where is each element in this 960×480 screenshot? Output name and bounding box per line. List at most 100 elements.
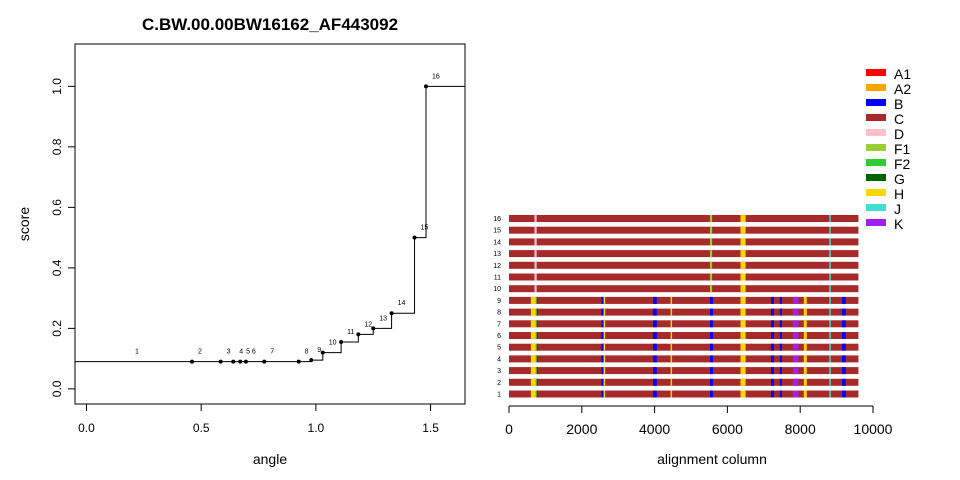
row-segment <box>792 355 799 363</box>
row-segment <box>803 355 807 363</box>
row-segment <box>709 378 713 386</box>
row-segment <box>740 226 746 234</box>
sequence-row: 12 <box>493 261 859 270</box>
y-tick-label: 0.0 <box>50 380 64 397</box>
row-segment <box>653 343 657 351</box>
row-segment <box>829 320 831 328</box>
row-label: 15 <box>493 228 501 235</box>
row-segment <box>771 378 774 386</box>
legend-item: G <box>866 171 905 187</box>
row-segment <box>842 343 846 351</box>
alignment-tick-label: 6000 <box>712 421 743 437</box>
row-segment <box>829 343 831 351</box>
data-point <box>371 326 376 331</box>
data-point <box>243 359 248 364</box>
row-segment <box>709 367 713 375</box>
legend-item: F2 <box>866 156 911 172</box>
y-tick-label: 0.4 <box>50 259 64 276</box>
legend-swatch <box>866 114 886 121</box>
row-segment <box>603 355 606 363</box>
row-segment <box>771 332 774 339</box>
legend-label: K <box>894 216 904 232</box>
row-bar <box>509 378 859 386</box>
row-bar <box>509 215 859 222</box>
row-segment <box>803 390 807 398</box>
row-segment <box>829 355 831 363</box>
row-segment <box>779 367 782 375</box>
row-segment <box>829 308 831 316</box>
row-bar <box>509 343 859 351</box>
legend-label: H <box>894 186 904 202</box>
row-segment <box>779 355 782 363</box>
row-segment <box>740 285 746 293</box>
row-segment <box>603 320 606 328</box>
sequence-row: 8 <box>497 308 859 317</box>
row-segment <box>601 343 604 351</box>
row-segment <box>740 378 746 386</box>
row-segment <box>530 320 536 328</box>
point-label: 8 <box>305 349 309 356</box>
row-bar <box>509 238 859 246</box>
row-segment <box>653 332 657 339</box>
row-segment <box>792 343 799 351</box>
row-segment <box>740 308 746 316</box>
row-segment <box>601 390 604 398</box>
alignment-tick-label: 2000 <box>566 421 597 437</box>
row-bar <box>509 261 859 269</box>
row-segment <box>829 261 831 269</box>
row-label: 16 <box>493 216 501 223</box>
data-point <box>356 332 361 337</box>
row-segment <box>792 390 799 398</box>
x-tick-label: 1.5 <box>422 421 439 435</box>
data-point <box>309 358 314 363</box>
row-segment <box>653 378 657 386</box>
sequence-row: 9 <box>497 296 859 305</box>
point-label: 9 <box>317 347 321 354</box>
row-label: 3 <box>497 368 501 375</box>
y-tick-label: 0.6 <box>50 199 64 216</box>
row-segment <box>536 343 539 351</box>
row-bar <box>509 285 859 293</box>
data-point <box>218 359 223 364</box>
row-segment <box>653 367 657 375</box>
alignment-tick-label: 4000 <box>639 421 670 437</box>
row-segment <box>530 378 536 386</box>
legend-label: J <box>894 201 901 217</box>
row-segment <box>842 296 846 304</box>
row-segment <box>792 320 799 328</box>
alignment-tick-label: 0 <box>505 421 513 437</box>
row-segment <box>740 367 746 375</box>
row-segment <box>771 390 774 398</box>
row-segment <box>670 343 673 351</box>
row-segment <box>530 343 536 351</box>
legend-item: H <box>866 186 904 202</box>
point-label: 12 <box>364 321 372 328</box>
row-segment <box>536 320 539 328</box>
row-label: 12 <box>493 263 501 270</box>
row-segment <box>740 238 746 246</box>
y-tick-label: 0.8 <box>50 138 64 155</box>
row-segment <box>779 296 782 304</box>
row-segment <box>709 273 713 281</box>
legend-swatch <box>866 219 886 226</box>
row-label: 7 <box>497 321 501 328</box>
sequence-row: 5 <box>497 343 859 352</box>
sequence-row: 6 <box>497 332 859 340</box>
row-segment <box>709 285 713 293</box>
row-segment <box>536 308 539 316</box>
row-segment <box>534 273 537 281</box>
row-segment <box>603 378 606 386</box>
row-segment <box>792 378 799 386</box>
row-segment <box>535 332 537 339</box>
row-segment <box>709 308 713 316</box>
row-label: 4 <box>497 356 501 363</box>
row-segment <box>536 378 539 386</box>
y-axis: 0.0 0.2 0.4 0.6 0.8 1.0 <box>50 78 75 397</box>
plot-title: C.BW.00.00BW16162_AF443092 <box>142 15 398 34</box>
alignment-x-axis: 0 2000 4000 6000 8000 10000 <box>505 405 893 437</box>
legend-label: A2 <box>894 81 911 97</box>
row-segment <box>709 250 713 258</box>
row-segment <box>740 320 746 328</box>
